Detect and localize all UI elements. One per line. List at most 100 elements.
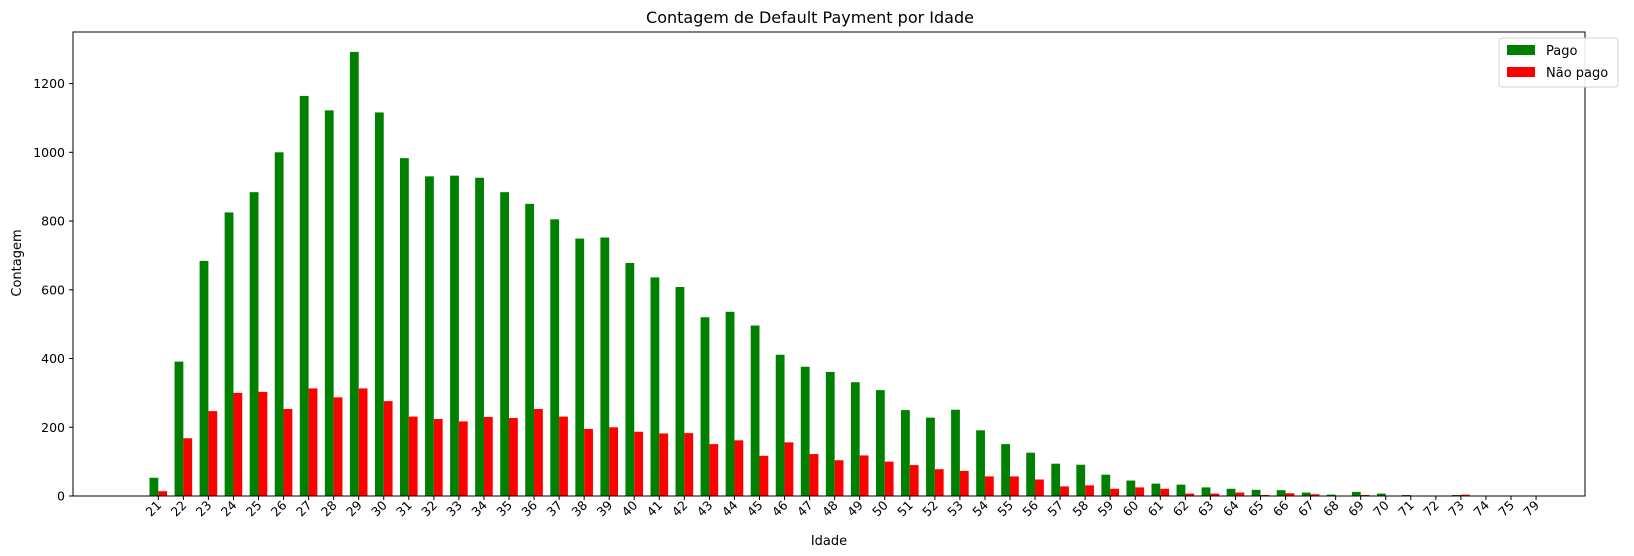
bar-nao-pago-36 [534, 409, 543, 496]
x-tick-label-44: 44 [719, 497, 741, 519]
x-tick-label-36: 36 [518, 497, 540, 519]
x-tick-label-38: 38 [568, 497, 590, 519]
x-tick-label-45: 45 [744, 498, 766, 520]
bar-nao-pago-35 [509, 417, 518, 496]
bar-pago-71 [1402, 494, 1411, 496]
legend-swatch-nao-pago [1507, 67, 1535, 77]
x-tick-label-55: 55 [994, 498, 1016, 520]
x-tick-label-74: 74 [1470, 497, 1492, 519]
axes-frame [72, 31, 1586, 497]
x-tick-label-62: 62 [1170, 498, 1192, 520]
y-axis-ticks: 0 200 400 600 800 1000 1200 [33, 76, 73, 504]
y-tick-label-1200: 1200 [33, 76, 65, 91]
plot-area: 0 200 400 600 800 1000 1200 21 22 23 24 25 26 27 28 29… [33, 31, 1586, 520]
x-tick-label-63: 63 [1195, 498, 1217, 520]
x-tick-label-28: 28 [318, 497, 340, 519]
bar-nao-pago-55 [1010, 476, 1019, 496]
x-tick-label-72: 72 [1420, 498, 1442, 520]
x-tick-label-58: 58 [1069, 497, 1091, 519]
bar-nao-pago-33 [458, 421, 468, 496]
bar-pago-44 [725, 311, 735, 496]
bar-pago-37 [550, 219, 560, 496]
x-tick-label-30: 30 [368, 497, 390, 519]
x-tick-label-29: 29 [343, 497, 365, 519]
bar-nao-pago-44 [734, 440, 744, 496]
x-tick-label-46: 46 [769, 497, 791, 519]
x-tick-label-71: 71 [1395, 498, 1417, 520]
y-tick-label-0: 0 [57, 489, 65, 504]
bar-nao-pago-65 [1260, 494, 1270, 496]
x-tick-label-21: 21 [143, 498, 165, 520]
bar-pago-53 [951, 409, 960, 496]
bar-pago-68 [1326, 494, 1336, 496]
x-tick-label-37: 37 [543, 498, 565, 520]
x-tick-label-40: 40 [619, 497, 641, 519]
x-tick-label-75: 75 [1495, 498, 1517, 520]
y-tick-label-1000: 1000 [33, 145, 65, 160]
x-tick-label-60: 60 [1120, 497, 1142, 519]
x-tick-label-35: 35 [493, 498, 515, 520]
y-tick-label-200: 200 [41, 420, 65, 435]
y-tick-label-800: 800 [41, 214, 65, 229]
bar-nao-pago-64 [1235, 492, 1245, 496]
bar-nao-pago-30 [383, 401, 393, 496]
x-tick-label-39: 39 [593, 497, 615, 519]
bar-pago-41 [650, 277, 660, 496]
bar-pago-31 [400, 158, 409, 496]
x-tick-label-23: 23 [193, 498, 215, 520]
x-tick-label-41: 41 [644, 498, 666, 520]
x-tick-label-51: 51 [894, 498, 916, 520]
bar-nao-pago-42 [684, 433, 694, 496]
bar-nao-pago-49 [859, 455, 869, 496]
bar-nao-pago-67 [1310, 494, 1320, 496]
bar-nao-pago-41 [659, 433, 669, 496]
bar-nao-pago-40 [634, 431, 644, 496]
bar-pago-33 [450, 175, 459, 497]
bar-pago-38 [575, 238, 585, 496]
y-axis-label: Contagem [10, 229, 25, 296]
bar-nao-pago-34 [483, 416, 493, 496]
bar-pago-64 [1226, 488, 1236, 496]
bar-pago-73 [1452, 494, 1461, 496]
legend-label-pago: Pago [1546, 44, 1577, 59]
y-tick-label-400: 400 [41, 351, 65, 366]
bar-nao-pago-61 [1160, 488, 1170, 496]
x-tick-label-48: 48 [819, 497, 841, 519]
bar-pago-57 [1051, 463, 1061, 496]
bar-pago-61 [1151, 483, 1161, 496]
x-tick-label-43: 43 [694, 498, 716, 520]
bar-nao-pago-59 [1110, 488, 1119, 496]
bar-nao-pago-45 [759, 455, 769, 496]
x-tick-label-50: 50 [869, 497, 891, 519]
bar-pago-50 [875, 390, 885, 496]
bar-pago-51 [901, 410, 910, 496]
bar-pago-60 [1126, 480, 1136, 496]
legend-label-nao-pago: Não pago [1546, 66, 1608, 81]
x-tick-label-54: 54 [969, 497, 991, 519]
x-tick-label-32: 32 [418, 498, 440, 520]
x-tick-label-56: 56 [1019, 497, 1041, 519]
bar-pago-55 [1001, 444, 1010, 496]
bar-pago-43 [700, 317, 710, 496]
bar-pago-45 [750, 325, 760, 496]
bar-nao-pago-48 [834, 460, 844, 496]
x-tick-label-22: 22 [168, 498, 190, 520]
x-tick-label-66: 66 [1270, 497, 1292, 519]
bar-pago-34 [475, 177, 484, 497]
bar-pago-52 [926, 417, 935, 496]
bar-nao-pago-54 [984, 476, 994, 496]
bar-nao-pago-46 [784, 442, 794, 496]
bar-pago-65 [1251, 489, 1261, 496]
bar-nao-pago-56 [1035, 479, 1044, 496]
bar-pago-58 [1076, 464, 1086, 496]
bar-pago-28 [324, 110, 334, 497]
bar-nao-pago-29 [358, 388, 368, 496]
x-tick-label-79: 79 [1520, 497, 1542, 519]
bar-nao-pago-50 [884, 461, 894, 496]
x-axis-label: Idade [811, 534, 847, 549]
x-tick-label-67: 67 [1295, 498, 1317, 520]
bar-nao-pago-51 [909, 465, 919, 496]
legend: Pago Não pago [1498, 37, 1619, 88]
bar-nao-pago-26 [283, 409, 293, 496]
bar-pago-35 [500, 192, 509, 497]
